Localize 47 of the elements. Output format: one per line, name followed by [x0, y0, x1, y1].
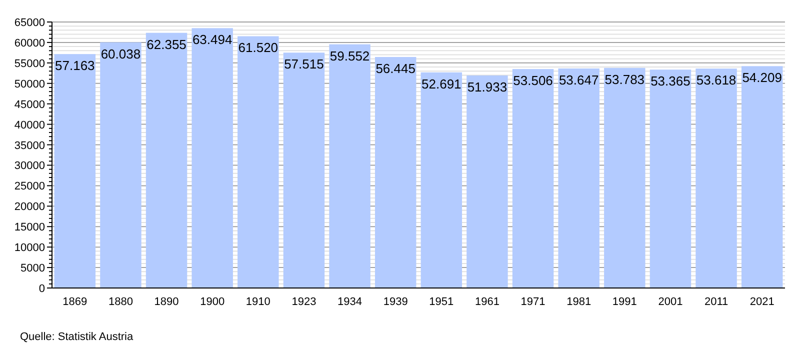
y-tick-label: 65000 — [14, 17, 45, 29]
data-label: 53.618 — [696, 72, 736, 88]
x-tick-label: 1910 — [246, 296, 270, 308]
data-label: 53.783 — [604, 72, 645, 87]
y-tick-label: 45000 — [14, 98, 45, 111]
y-tick-label: 55000 — [14, 58, 45, 70]
data-label: 57.515 — [284, 56, 324, 72]
data-label: 63.494 — [192, 32, 232, 48]
data-label: 62.355 — [146, 36, 186, 52]
source-note: Quelle: Statistik Austria — [20, 331, 134, 343]
x-tick-label: 1869 — [62, 296, 88, 308]
y-tick-label: 20000 — [14, 201, 45, 214]
x-tick-label: 1880 — [108, 296, 133, 308]
x-tick-label: 1951 — [429, 296, 454, 308]
x-tick-label: 1991 — [612, 296, 637, 308]
data-label: 54.209 — [742, 70, 782, 86]
data-label: 61.520 — [238, 40, 278, 56]
x-tick-label: 1890 — [154, 296, 179, 308]
x-tick-label: 1900 — [200, 296, 225, 308]
x-tick-label: 2001 — [658, 296, 683, 308]
x-tick-label: 2011 — [704, 296, 728, 308]
y-tick-label: 40000 — [14, 119, 45, 132]
x-tick-label: 1971 — [520, 296, 546, 308]
x-tick-label: 1934 — [338, 296, 362, 308]
y-tick-label: 5000 — [20, 262, 45, 275]
data-label: 53.365 — [650, 74, 690, 89]
data-label: 60.038 — [100, 46, 141, 62]
y-tick-label: 10000 — [14, 242, 45, 254]
y-tick-label: 25000 — [14, 180, 45, 193]
data-label: 51.933 — [467, 79, 508, 94]
x-tick-label: 1981 — [566, 296, 592, 308]
data-label: 53.506 — [513, 73, 553, 88]
y-tick-label: 15000 — [14, 222, 45, 234]
x-tick-label: 1961 — [474, 296, 500, 308]
y-tick-label: 60000 — [14, 37, 45, 50]
data-label: 52.691 — [422, 76, 462, 92]
x-tick-label: 1939 — [383, 296, 408, 308]
y-tick-label: 35000 — [14, 140, 45, 152]
x-tick-label: 2021 — [750, 296, 774, 308]
data-label: 57.163 — [55, 58, 95, 74]
y-tick-label: 30000 — [14, 160, 45, 172]
data-label: 59.552 — [330, 48, 370, 64]
data-label: 53.647 — [558, 72, 599, 88]
x-tick-label: 1923 — [292, 296, 316, 308]
data-label: 56.445 — [376, 61, 416, 76]
y-tick-label: 50000 — [14, 78, 45, 90]
y-tick-label: 0 — [38, 283, 45, 295]
